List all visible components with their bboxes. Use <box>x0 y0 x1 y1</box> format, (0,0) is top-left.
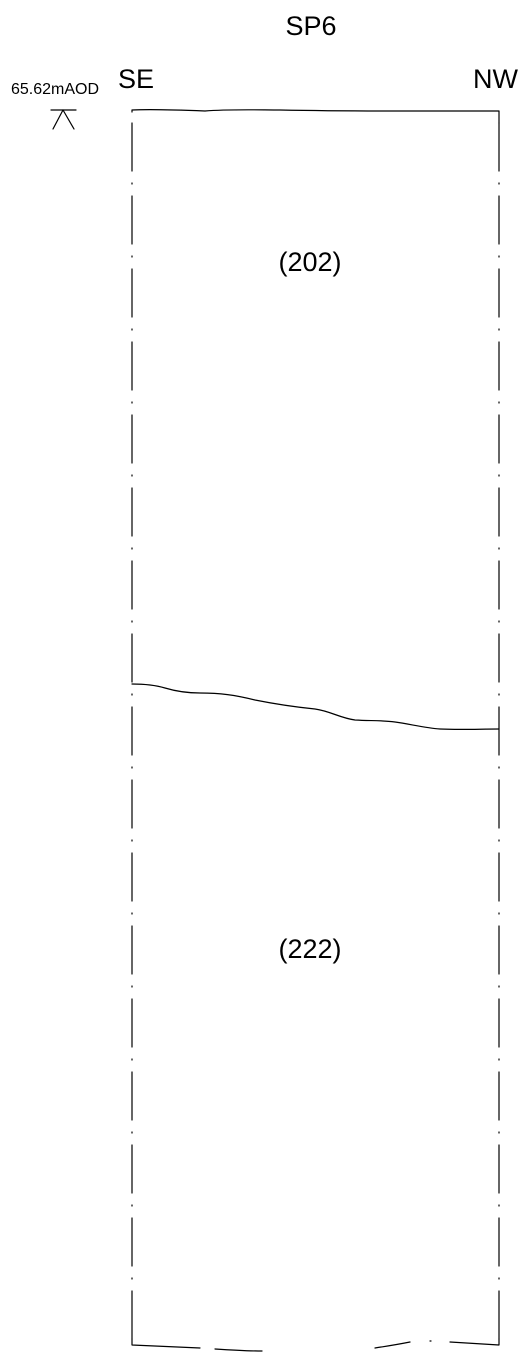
section-base-line <box>131 1338 500 1352</box>
ground-surface-line <box>131 108 500 124</box>
context-boundary-line <box>131 683 500 731</box>
orientation-left-label: SE <box>118 64 155 94</box>
section-title: SP6 <box>285 11 337 41</box>
context-label-222: (222) <box>278 934 342 964</box>
orientation-right-label: NW <box>473 64 518 94</box>
datum-level-icon <box>50 109 77 130</box>
context-label-202: (202) <box>278 247 342 277</box>
datum-level-label: 65.62mAOD <box>11 81 100 98</box>
